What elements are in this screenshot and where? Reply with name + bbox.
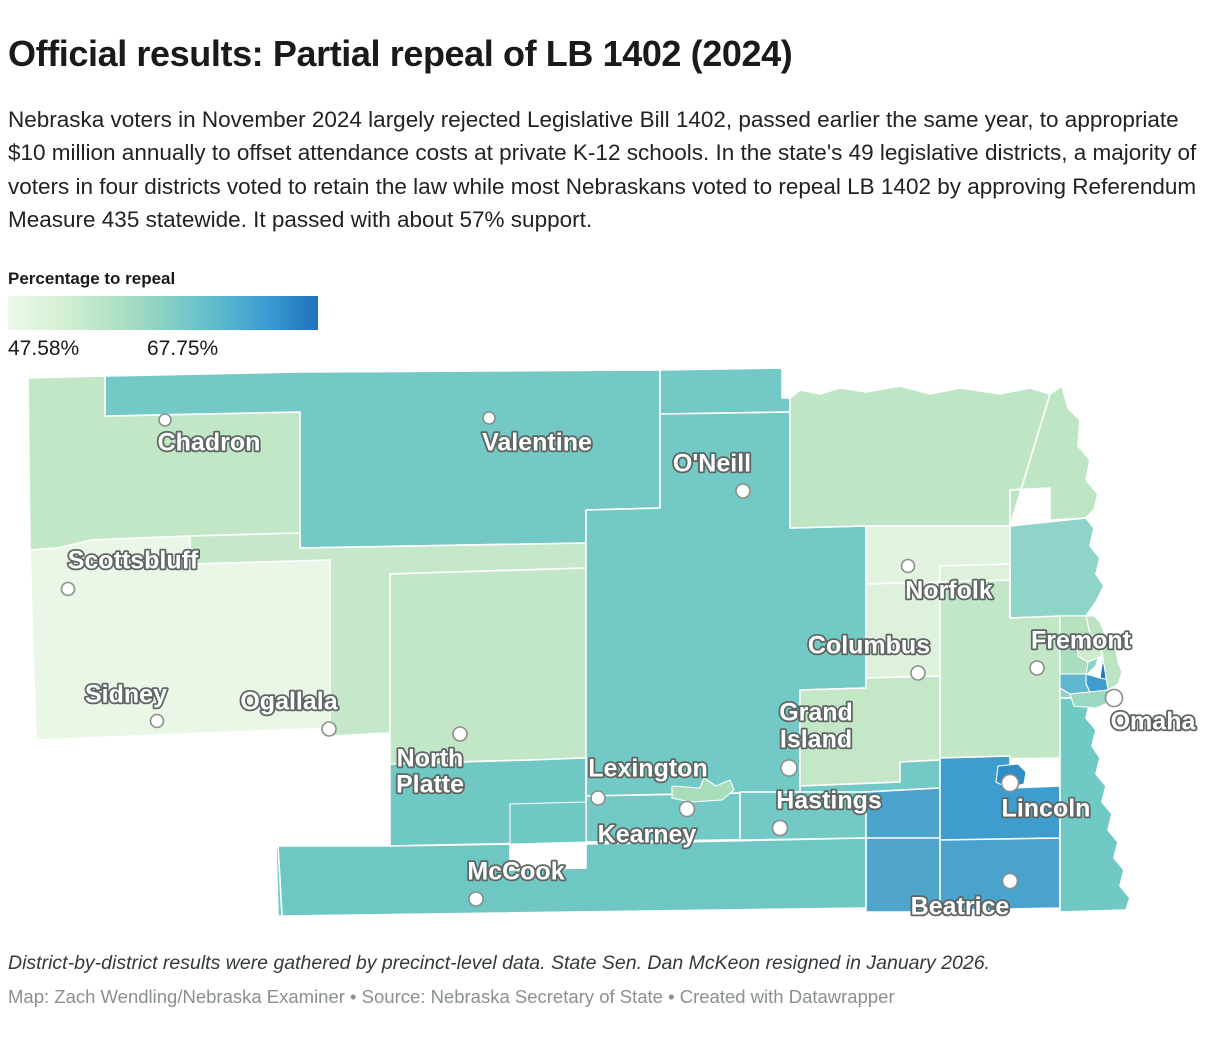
legend-min-label: 47.58% <box>8 337 80 360</box>
city-dot-norfolk[interactable] <box>900 558 916 574</box>
district-north-platte[interactable] <box>389 567 587 765</box>
choropleth-map[interactable]: Chadron Valentine O'Neill Scottsbluff No… <box>0 368 1220 940</box>
city-dot-fremont[interactable] <box>1029 660 1045 676</box>
district-norfolk-teal[interactable] <box>1009 517 1105 619</box>
city-dot-valentine[interactable] <box>482 411 496 425</box>
city-label-north-platte-2: Platte <box>396 771 464 799</box>
legend-scale-labels: 47.58% 67.75% <box>8 336 328 362</box>
city-label-north-platte-1: North <box>397 745 464 773</box>
city-dot-omaha[interactable] <box>1104 688 1124 708</box>
district-omaha-core4[interactable] <box>1059 673 1091 695</box>
district-mccook-south[interactable] <box>277 837 867 917</box>
district-kearney-sliver[interactable] <box>671 777 735 803</box>
city-label-ogallala: Ogallala <box>240 688 338 716</box>
legend-gradient-bar <box>8 296 318 330</box>
city-label-grand-island-2: Island <box>780 726 852 754</box>
city-label-oneill: O'Neill <box>673 450 751 478</box>
city-dot-chadron[interactable] <box>158 413 172 427</box>
city-label-lincoln: Lincoln <box>1002 795 1091 823</box>
district-beatrice[interactable] <box>865 837 941 913</box>
city-dot-lexington[interactable] <box>590 790 606 806</box>
city-label-norfolk: Norfolk <box>905 577 993 605</box>
district-valentine-north[interactable] <box>659 368 791 415</box>
city-label-kearney: Kearney <box>598 821 697 849</box>
city-dot-ogallala[interactable] <box>321 721 337 737</box>
city-label-lexington: Lexington <box>588 755 707 783</box>
city-dot-mccook[interactable] <box>468 891 484 907</box>
city-dot-hastings[interactable] <box>771 819 789 837</box>
omaha-metro-cluster[interactable] <box>1059 615 1123 709</box>
city-label-beatrice: Beatrice <box>911 893 1010 921</box>
district-kearney-notch[interactable] <box>509 801 587 845</box>
city-dot-oneill[interactable] <box>735 483 751 499</box>
city-dot-kearney[interactable] <box>678 800 696 818</box>
city-label-grand-island-1: Grand <box>779 699 853 727</box>
city-label-omaha: Omaha <box>1111 708 1197 736</box>
city-dot-columbus[interactable] <box>910 665 926 681</box>
city-dot-lincoln[interactable] <box>1000 773 1020 793</box>
city-label-hastings: Hastings <box>776 787 882 815</box>
city-label-valentine: Valentine <box>482 429 592 457</box>
city-label-scottsbluff: Scottsbluff <box>68 547 199 575</box>
city-label-sidney: Sidney <box>85 681 167 709</box>
city-dot-north-platte[interactable] <box>452 726 468 742</box>
city-dot-scottsbluff[interactable] <box>60 581 76 597</box>
page-title: Official results: Partial repeal of LB 1… <box>8 33 793 75</box>
color-legend: Percentage to repeal 47.58% 67.75% <box>8 268 348 362</box>
city-label-chadron: Chadron <box>158 429 261 457</box>
city-labels: Chadron Valentine O'Neill Scottsbluff No… <box>66 427 1198 923</box>
city-dot-grand-island[interactable] <box>780 759 798 777</box>
city-dot-beatrice[interactable] <box>1001 872 1019 890</box>
city-label-columbus: Columbus <box>808 632 930 660</box>
district-southeast[interactable] <box>1059 689 1131 913</box>
chart-description: Nebraska voters in November 2024 largely… <box>8 106 1197 233</box>
district-layer <box>27 368 1131 917</box>
map-notes: District-by-district results were gather… <box>8 952 990 974</box>
district-northeast-corner[interactable] <box>1009 385 1099 527</box>
legend-title: Percentage to repeal <box>8 269 176 288</box>
legend-max-label: 67.75% <box>147 337 219 360</box>
district-southwest-bottom[interactable] <box>275 845 283 917</box>
city-dot-sidney[interactable] <box>149 713 165 729</box>
city-markers <box>60 411 1124 907</box>
district-omaha-e1[interactable] <box>1085 615 1123 691</box>
footer: District-by-district results were gather… <box>8 948 1213 1010</box>
map-credits: Map: Zach Wendling/Nebraska Examiner • S… <box>8 986 895 1007</box>
city-label-mccook: McCook <box>467 858 564 886</box>
city-label-fremont: Fremont <box>1031 627 1132 655</box>
